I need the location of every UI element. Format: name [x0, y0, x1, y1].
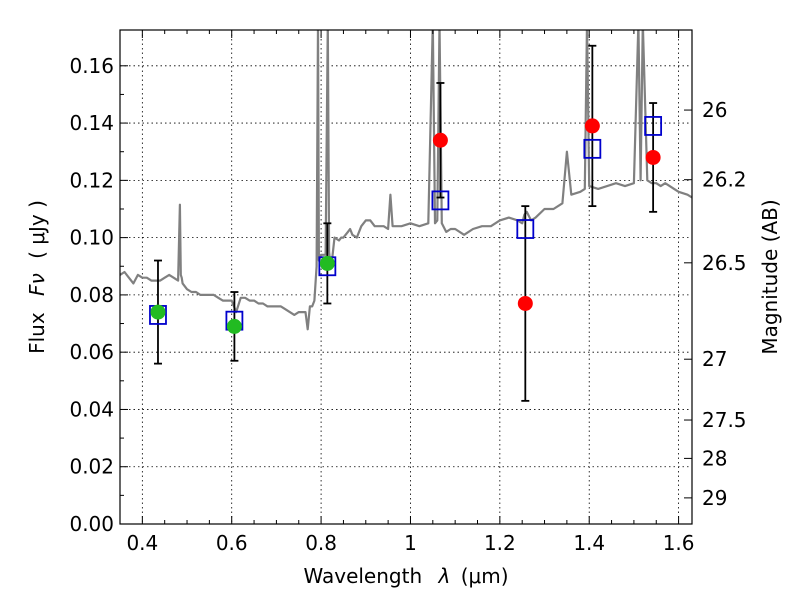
x-tick-label: 1.2	[484, 531, 516, 555]
x-tick-label: 0.6	[216, 531, 248, 555]
y-tick-label: 0.08	[69, 283, 114, 307]
model-photometry-box	[516, 219, 535, 239]
model-photometry-box	[583, 138, 602, 159]
marker-layer	[149, 116, 663, 334]
y-tick-label: 0.16	[69, 54, 114, 78]
y-tick-label: 0.00	[69, 512, 114, 536]
y-tick-label: 0.12	[69, 168, 114, 192]
y-axis-label: Flux Fν ( μJy )	[25, 200, 49, 354]
model-photometry-box	[644, 116, 663, 136]
observed-optical-point	[150, 304, 166, 320]
observed-nir-point	[432, 132, 448, 148]
y2-tick-label: 27	[702, 347, 727, 371]
observed-nir-point	[645, 149, 661, 165]
grid-layer	[120, 30, 692, 524]
x-tick-label: 1.4	[573, 531, 605, 555]
y-axis-label-unit: ( μJy )	[25, 200, 49, 259]
x-tick-label: 0.8	[305, 531, 337, 555]
x-tick-label: 1.6	[663, 531, 695, 555]
plot-frame	[119, 29, 693, 525]
y-tick-label: 0.02	[69, 455, 114, 479]
x-tick-label: 0.4	[126, 531, 158, 555]
errorbar-layer	[153, 44, 658, 402]
y2-tick-label: 28	[702, 446, 727, 470]
y2-tick-label: 29	[702, 486, 727, 510]
y2-axis-label: Magnitude (AB)	[758, 199, 782, 354]
observed-optical-point	[319, 255, 335, 271]
model-photometry-box	[431, 190, 450, 211]
observed-nir-point	[517, 295, 533, 311]
y-tick-label: 0.04	[69, 397, 114, 421]
y-axis-label-main: Flux	[25, 312, 49, 354]
y2-tick-label: 27.5	[702, 408, 747, 432]
y-tick-label: 0.10	[69, 226, 114, 250]
x-axis-label-symbol: λ	[438, 564, 451, 588]
y2-tick-label: 26	[702, 98, 727, 122]
y2-tick-label: 26.5	[702, 251, 747, 275]
x-axis-label: Wavelength λ (μm)	[303, 564, 508, 588]
observed-nir-point	[584, 118, 600, 134]
observed-optical-point	[226, 318, 242, 334]
tick-layer: 0.4 0.6 0.8 1 1.2 1.4 1.6 0.00 0.02 0.04 0.06 0.08 0…	[69, 30, 747, 555]
x-axis-label-unit: (μm)	[461, 564, 509, 588]
y2-tick-label: 26.2	[702, 168, 747, 192]
x-tick-label: 1	[404, 531, 417, 555]
x-axis-label-main: Wavelength	[303, 564, 422, 588]
y-tick-label: 0.06	[69, 340, 114, 364]
spectrum-line	[120, 30, 692, 331]
spectrum-layer	[120, 30, 692, 331]
y-tick-label: 0.14	[69, 111, 114, 135]
y-axis-label-symbol: Fν	[25, 273, 49, 296]
